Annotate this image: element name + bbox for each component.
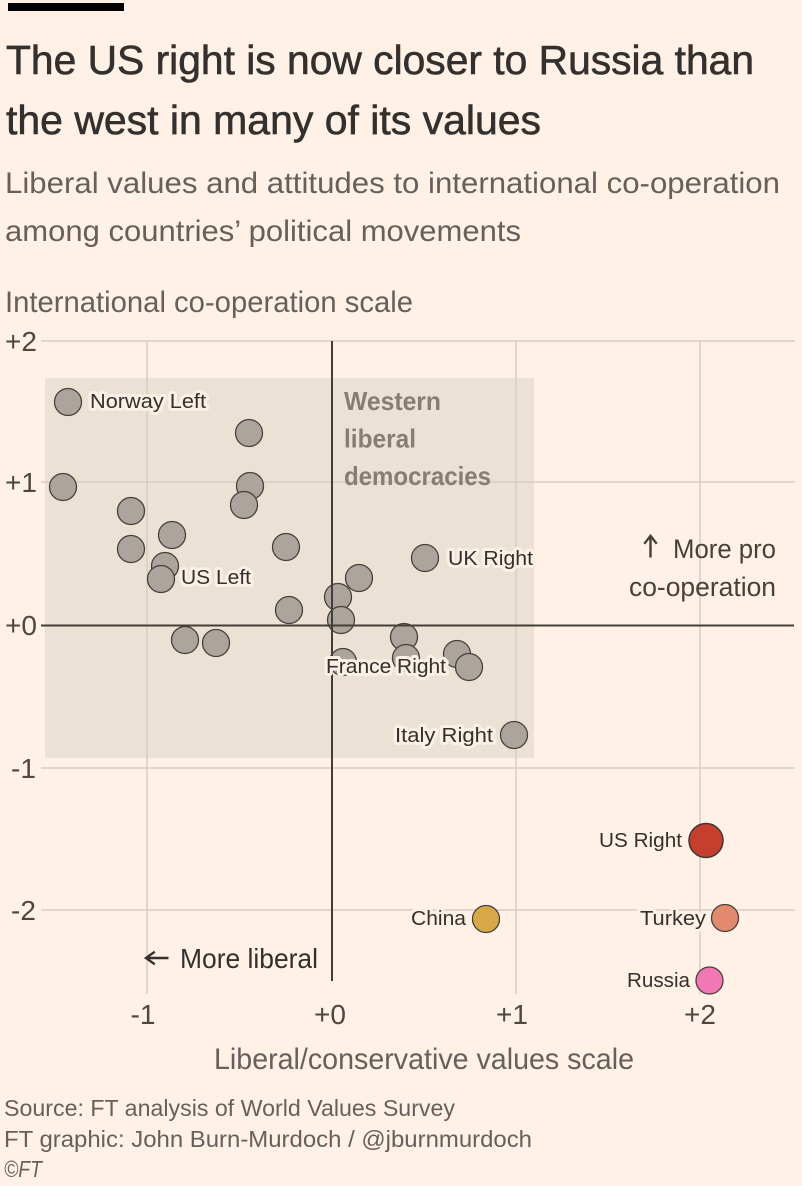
svg-text:UK Right: UK Right: [448, 548, 533, 570]
svg-text:co-operation: co-operation: [629, 572, 776, 602]
svg-text:The US right is now closer to: The US right is now closer to Russia tha…: [6, 37, 754, 83]
svg-text:Western: Western: [344, 386, 441, 416]
svg-text:Liberal/conservative values sc: Liberal/conservative values scale: [214, 1043, 634, 1076]
svg-text:+2: +2: [5, 326, 37, 357]
svg-text:-1: -1: [131, 999, 156, 1030]
svg-text:-1: -1: [11, 753, 36, 784]
svg-text:©FT: ©FT: [4, 1156, 44, 1182]
svg-text:More pro: More pro: [673, 534, 776, 564]
svg-text:democracies: democracies: [344, 461, 491, 491]
svg-text:Russia: Russia: [627, 970, 691, 992]
svg-text:Source: FT analysis of World V: Source: FT analysis of World Values Surv…: [4, 1095, 455, 1121]
svg-text:+0: +0: [314, 999, 346, 1030]
svg-text:US Right: US Right: [599, 830, 682, 852]
svg-text:US Left: US Left: [181, 567, 251, 589]
svg-text:among countries’ political mov: among countries’ political movements: [5, 215, 521, 248]
svg-text:+0: +0: [5, 610, 37, 641]
svg-text:-2: -2: [11, 895, 36, 926]
svg-text:+2: +2: [684, 999, 716, 1030]
svg-text:the west in many of its values: the west in many of its values: [6, 97, 541, 143]
svg-text:+1: +1: [5, 467, 37, 498]
svg-text:More liberal: More liberal: [180, 943, 318, 974]
svg-text:liberal: liberal: [344, 424, 416, 454]
svg-text:International co-operation sca: International co-operation scale: [5, 286, 413, 319]
svg-text:France Right: France Right: [326, 656, 446, 678]
svg-text:Italy Right: Italy Right: [395, 725, 493, 747]
svg-text:+1: +1: [496, 999, 528, 1030]
svg-text:Norway Left: Norway Left: [90, 391, 206, 413]
svg-text:China: China: [411, 908, 467, 930]
svg-text:FT graphic: John Burn-Murdoch: FT graphic: John Burn-Murdoch / @jburnmu…: [4, 1126, 532, 1152]
svg-text:Turkey: Turkey: [640, 908, 706, 930]
svg-text:Liberal values and attitudes t: Liberal values and attitudes to internat…: [5, 167, 780, 200]
